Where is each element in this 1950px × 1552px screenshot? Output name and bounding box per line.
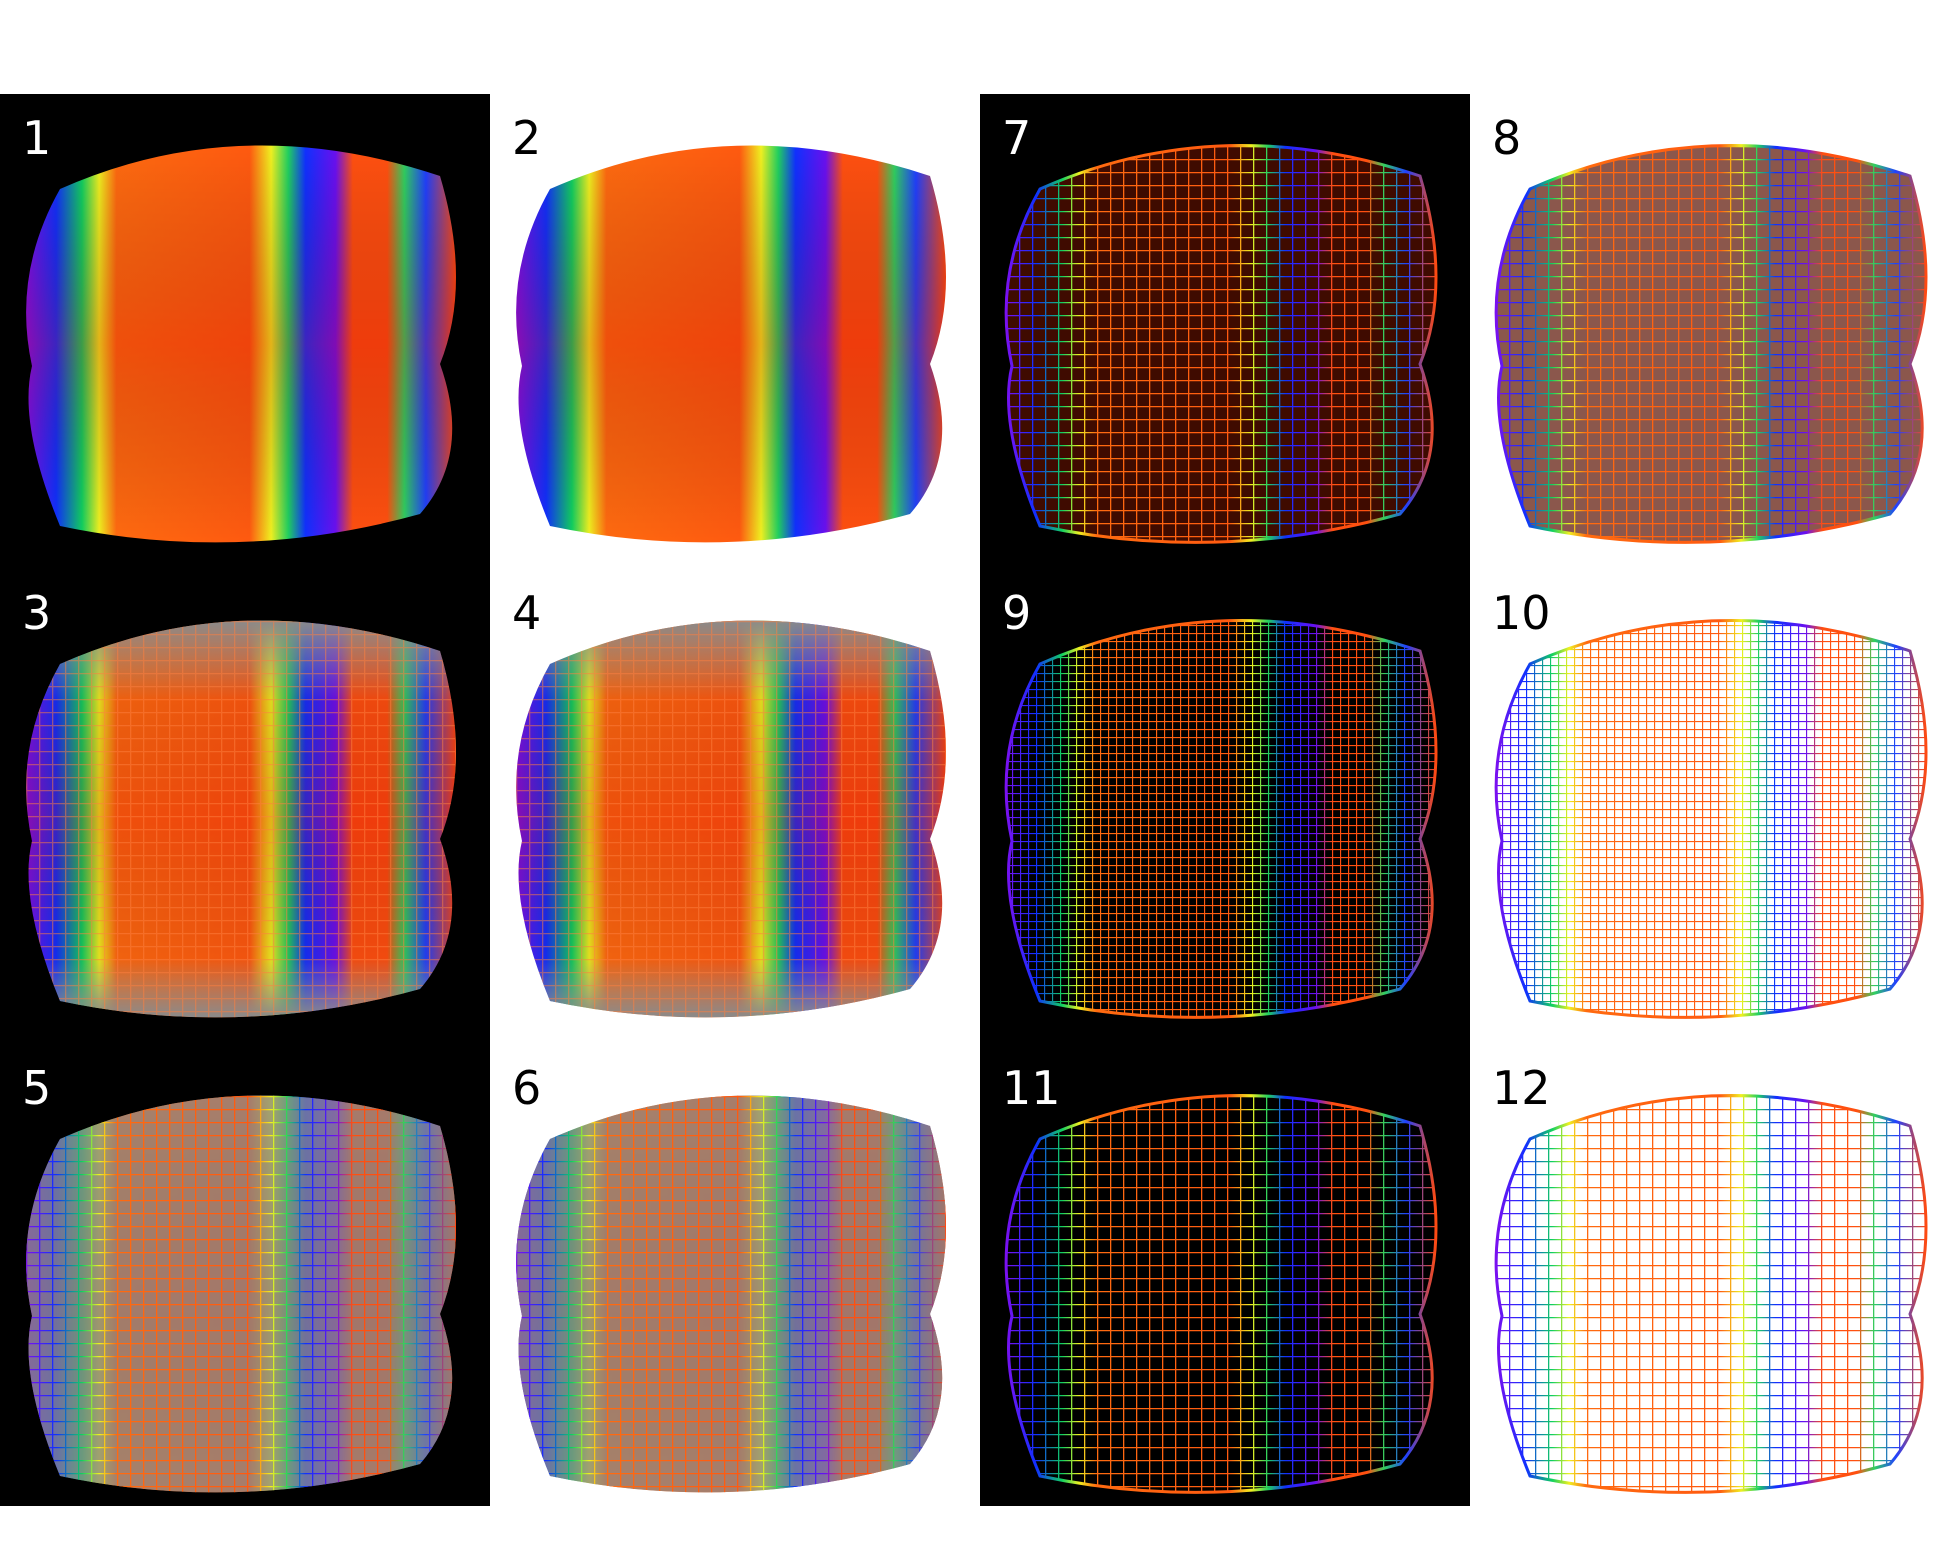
panel-label: 1 [22,111,51,165]
panel-label: 2 [512,111,541,165]
wire-grid [1006,620,1436,1018]
wire-grid [1496,1095,1926,1493]
wire-grid [516,620,946,1018]
panel: 12 [1492,1061,1928,1494]
panel-label: 5 [22,1061,51,1115]
panel: 8 [1492,111,1928,544]
wire-grid [1006,145,1436,543]
panel-label: 6 [512,1061,541,1115]
shape-shading [26,145,457,543]
panel: 4 [512,586,946,1018]
panel: 2 [512,111,946,543]
panel-label: 3 [22,586,51,640]
wire-outline [1494,143,1928,544]
wire-outline [1494,618,1928,1019]
panel: 10 [1492,586,1928,1019]
panel: 1 [22,111,457,543]
wire-outline [1004,618,1438,1019]
panel-label: 9 [1002,586,1031,640]
wire-grid [1496,620,1926,1018]
panel: 3 [22,586,457,1018]
panel: 7 [1002,111,1438,544]
wire-grid [1006,1095,1436,1493]
wire-outline [1494,1093,1928,1494]
wire-outline [1004,1093,1438,1494]
panel: 9 [1002,586,1438,1019]
panel-label: 11 [1002,1061,1061,1115]
panel: 6 [512,1061,946,1493]
wire-grid [26,620,457,1018]
panel-label: 4 [512,586,541,640]
panel-label: 10 [1492,586,1551,640]
shape-shading [516,145,946,543]
wire-grid [26,1095,457,1493]
wire-grid [1496,145,1926,543]
panel-label: 12 [1492,1061,1551,1115]
panel: 11 [1002,1061,1438,1494]
panel: 5 [22,1061,457,1493]
wire-grid [516,1095,946,1493]
panel-label: 7 [1002,111,1031,165]
wire-outline [1004,143,1438,544]
panel-label: 8 [1492,111,1521,165]
